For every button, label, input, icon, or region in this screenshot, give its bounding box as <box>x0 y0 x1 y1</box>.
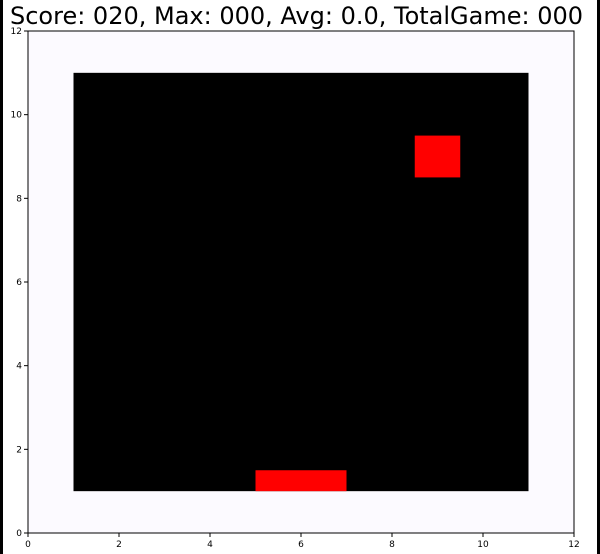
y-tick-12: 12 <box>11 27 28 37</box>
x-tick-6: 6 <box>298 533 304 550</box>
y-tick-label: 6 <box>16 278 22 288</box>
y-tick-label: 12 <box>11 27 22 37</box>
paddle <box>255 470 347 492</box>
x-tick-0: 0 <box>25 533 31 550</box>
x-tick-label: 4 <box>207 540 213 550</box>
y-tick-0: 0 <box>16 529 28 539</box>
x-tick-label: 6 <box>298 540 304 550</box>
x-tick-label: 10 <box>477 540 489 550</box>
y-tick-label: 10 <box>11 111 23 121</box>
window-border-right <box>597 0 600 554</box>
y-tick-10: 10 <box>11 111 28 121</box>
score-title: Score: 020, Max: 000, Avg: 0.0, TotalGam… <box>10 2 584 30</box>
window-border-left <box>0 0 3 554</box>
x-tick-12: 12 <box>568 533 580 550</box>
y-tick-label: 0 <box>16 529 22 539</box>
y-tick-8: 8 <box>16 194 28 204</box>
x-tick-4: 4 <box>207 533 213 550</box>
x-tick-label: 2 <box>116 540 122 550</box>
x-tick-label: 12 <box>568 540 579 550</box>
y-axis: 0 2 4 6 8 10 12 <box>11 27 28 539</box>
y-tick-2: 2 <box>16 445 28 455</box>
y-tick-4: 4 <box>16 362 28 372</box>
x-axis: 0 2 4 6 8 10 12 <box>25 533 580 550</box>
ball-block <box>414 135 461 178</box>
x-tick-label: 8 <box>389 540 395 550</box>
x-tick-2: 2 <box>116 533 122 550</box>
y-tick-6: 6 <box>16 278 28 288</box>
x-tick-10: 10 <box>477 533 489 550</box>
x-tick-8: 8 <box>389 533 395 550</box>
y-tick-label: 4 <box>16 362 22 372</box>
x-tick-label: 0 <box>25 540 31 550</box>
y-tick-label: 2 <box>16 445 22 455</box>
y-tick-label: 8 <box>16 194 22 204</box>
